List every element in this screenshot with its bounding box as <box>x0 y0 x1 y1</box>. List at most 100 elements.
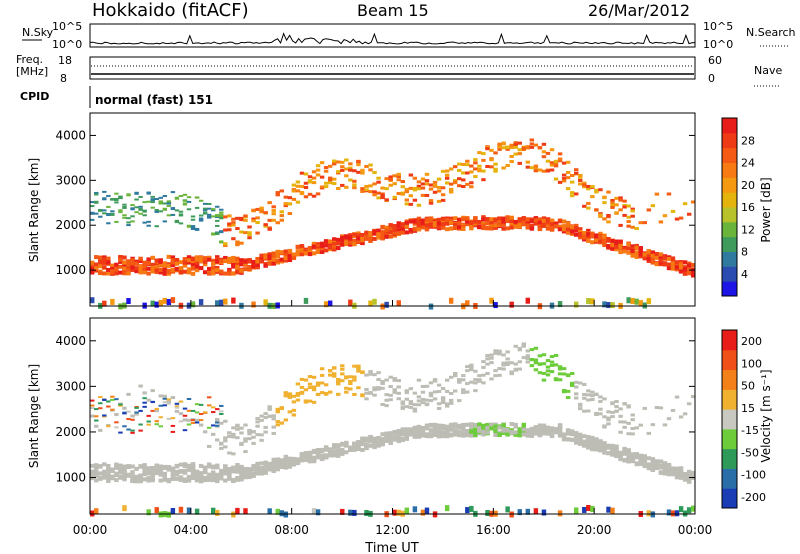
range-gate-cell <box>674 466 680 471</box>
range-gate-cell <box>457 184 462 188</box>
range-gate-cell <box>400 185 405 189</box>
range-gate-cell <box>565 230 571 235</box>
range-gate-cell <box>194 411 200 414</box>
range-gate-cell <box>114 220 119 223</box>
range-gate-cell <box>396 223 401 228</box>
range-gate-cell <box>630 214 635 218</box>
range-gate-cell <box>239 465 244 470</box>
range-gate-cell <box>239 241 244 245</box>
range-gate-cell <box>473 433 478 438</box>
range-gate-cell <box>489 297 494 304</box>
range-gate-cell <box>235 259 240 264</box>
range-gate-cell <box>469 426 474 431</box>
range-gate-cell <box>126 263 131 268</box>
range-gate-cell <box>198 479 204 484</box>
range-gate-cell <box>646 257 652 262</box>
range-gate-cell <box>219 472 224 477</box>
range-gate-cell <box>178 260 184 265</box>
range-gate-cell <box>436 383 442 387</box>
range-gate-cell <box>400 222 405 227</box>
range-gate-cell <box>122 464 127 469</box>
range-gate-cell <box>90 472 95 477</box>
range-gate-cell <box>102 260 107 265</box>
range-gate-cell <box>150 300 155 307</box>
range-gate-cell <box>549 148 555 152</box>
range-gate-cell <box>376 443 381 448</box>
range-gate-cell <box>493 424 498 429</box>
range-gate-cell <box>473 167 478 171</box>
range-gate-cell <box>457 225 462 230</box>
range-gate-cell <box>690 272 696 277</box>
range-gate-cell <box>283 394 289 398</box>
range-gate-cell <box>146 478 151 483</box>
range-gate-cell <box>360 241 365 246</box>
range-gate-cell <box>332 366 337 370</box>
range-gate-cell <box>424 172 430 176</box>
range-gate-cell <box>448 190 454 194</box>
range-gate-cell <box>549 168 555 172</box>
range-gate-cell <box>513 344 518 348</box>
range-gate-cell <box>215 479 220 484</box>
colorbar-swatch <box>722 468 737 489</box>
range-gate-cell <box>416 434 422 439</box>
range-gate-cell <box>327 239 333 244</box>
range-gate-cell <box>275 420 280 424</box>
range-gate-cell <box>424 423 430 428</box>
range-gate-cell <box>190 271 196 276</box>
range-gate-cell <box>525 508 531 515</box>
range-gate-cell <box>465 382 470 386</box>
range-gate-cell <box>432 220 438 225</box>
range-gate-cell <box>110 476 115 481</box>
range-gate-cell <box>590 447 595 452</box>
range-gate-cell <box>299 248 305 253</box>
range-gate-cell <box>525 428 531 433</box>
range-gate-cell <box>158 416 163 419</box>
range-gate-cell <box>303 172 309 176</box>
range-gate-cell <box>146 257 151 262</box>
range-gate-cell <box>670 469 676 474</box>
range-gate-cell <box>267 201 272 205</box>
range-gate-cell <box>327 164 333 168</box>
range-gate-cell <box>142 469 147 474</box>
range-gate-cell <box>158 270 163 275</box>
x-tick-label: 12:00 <box>375 523 410 537</box>
x-tick-label: 08:00 <box>274 523 309 537</box>
range-gate-cell <box>582 409 587 413</box>
range-gate-cell <box>574 434 579 439</box>
range-gate-cell <box>509 511 514 518</box>
range-gate-cell <box>235 462 240 467</box>
range-gate-cell <box>618 245 623 250</box>
range-gate-cell <box>198 413 204 416</box>
range-gate-cell <box>428 399 434 403</box>
range-gate-cell <box>323 169 329 173</box>
range-gate-cell <box>142 221 147 224</box>
range-gate-cell <box>634 245 639 250</box>
range-gate-cell <box>352 242 357 247</box>
range-gate-cell <box>586 440 591 445</box>
range-gate-cell <box>448 182 454 186</box>
range-gate-cell <box>501 217 506 222</box>
range-gate-cell <box>473 378 478 382</box>
range-gate-cell <box>190 470 196 475</box>
range-gate-cell <box>271 462 276 467</box>
range-gate-cell <box>622 199 627 203</box>
range-gate-cell <box>259 206 264 210</box>
range-gate-cell <box>493 162 498 166</box>
range-gate-cell <box>130 470 135 475</box>
range-gate-cell <box>412 409 418 413</box>
range-gate-cell <box>610 443 615 448</box>
range-gate-cell <box>295 392 301 396</box>
range-gate-cell <box>420 390 426 394</box>
range-gate-cell <box>533 508 539 515</box>
range-gate-cell <box>465 171 470 175</box>
range-gate-cell <box>574 385 579 389</box>
range-gate-cell <box>356 233 361 238</box>
range-gate-cell <box>138 264 143 269</box>
range-gate-cell <box>106 405 111 408</box>
range-gate-cell <box>388 439 393 444</box>
range-gate-cell <box>364 445 369 450</box>
range-gate-cell <box>142 463 147 468</box>
range-gate-cell <box>440 398 446 402</box>
range-gate-cell <box>565 227 571 232</box>
range-gate-cell <box>336 448 341 453</box>
